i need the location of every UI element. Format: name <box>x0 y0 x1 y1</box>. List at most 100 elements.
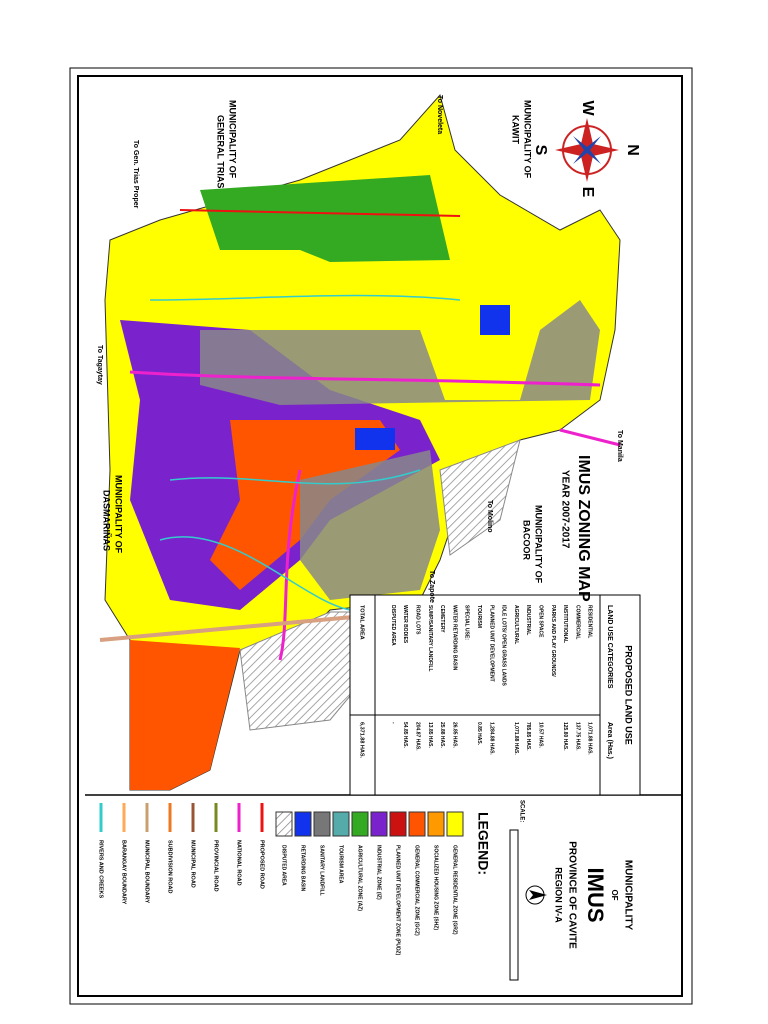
north-arrow <box>525 885 547 905</box>
pud-zone <box>130 640 240 790</box>
legend-swatch <box>275 811 293 837</box>
legend-label: MUNICIPAL BOUNDARY <box>144 840 150 903</box>
legend-label: TOURISM AREA <box>338 845 344 884</box>
legend-label: RETARDING BASIN <box>300 845 306 892</box>
national-road <box>278 469 302 661</box>
legend-label: BARANGAY BOUNDARY <box>121 840 127 905</box>
retarding-basin <box>480 305 510 335</box>
legend-label: SOCIALIZED HOUSING ZONE (SHZ) <box>433 845 439 930</box>
total-area: 6,371.88 HAS. <box>359 722 365 759</box>
river <box>149 294 461 611</box>
legend-label: AGRICULTURAL ZONE (AZ) <box>357 845 363 911</box>
municipality-label: MUNICIPALITY <box>622 860 633 931</box>
land-use-category: WATER BODIES <box>402 605 408 644</box>
land-use-category: CEMETERY <box>439 605 445 633</box>
land-use-category: IDLE LOTS/ OPEN GRASS LANDS <box>501 605 507 687</box>
built-up-area <box>300 450 440 600</box>
land-use-category: INDUSTRIAL <box>525 605 531 635</box>
land-use-area: 1,284.88 HAS. <box>488 722 494 755</box>
neighbor-label: MUNICIPALITY OF <box>534 505 544 584</box>
legend-swatch <box>370 811 388 837</box>
map-title: IMUS ZONING MAP <box>575 455 592 602</box>
compass-letter: N <box>624 144 641 156</box>
direction-label: To Tagaytay <box>96 345 103 385</box>
neighbor-label: DASMARIÑAS <box>102 490 112 551</box>
scale-bar <box>509 829 519 981</box>
legend-label: MUNICIPAL ROAD <box>190 840 196 888</box>
legend-swatch <box>313 811 331 837</box>
land-use-category: OPEN SPACE <box>537 605 543 638</box>
legend-label: GENERAL RESIDENTIAL ZONE (GRZ) <box>452 845 458 935</box>
inner-frame <box>77 75 683 997</box>
agricultural-zone <box>200 175 450 262</box>
direction-label: To Manila <box>616 430 623 462</box>
legend-swatch <box>332 811 350 837</box>
column-header: LAND USE CATEGORIES <box>606 605 613 689</box>
legend-label: DISPUTED AREA <box>281 845 287 886</box>
neighbor-label: BACOOR <box>522 520 532 560</box>
land-use-area: 26.85 HAS. <box>451 722 457 748</box>
land-use-category: COMMERCIAL <box>574 605 580 639</box>
land-use-area: 13.85 HAS. <box>427 722 433 748</box>
land-use-category: SPECIAL USE: <box>464 605 470 640</box>
national-road <box>129 370 601 387</box>
total-label: TOTAL AREA <box>359 605 365 640</box>
legend-label: PROVINCIAL ROAD <box>213 840 219 892</box>
scale-label: SCALE: <box>518 800 524 822</box>
legend-swatch <box>408 811 426 837</box>
land-use-category: DISPUTED AREA <box>390 605 396 646</box>
direction-label: To Noveleta <box>436 95 443 134</box>
land-use-area: 25.88 HAS. <box>439 722 445 748</box>
neighbor-label: MUNICIPALITY OF <box>523 100 533 179</box>
land-use-category: SUMP/SANITARY LANDFILL <box>427 605 433 672</box>
land-use-category: PARKS AND PLAY GROUNDS/ <box>550 605 556 677</box>
land-use-area: 10.57 HAS. <box>537 722 543 748</box>
land-use-area: 0.85 HAS. <box>476 722 482 746</box>
map-year: YEAR 2007-2017 <box>559 470 570 549</box>
legend-label: PLANNED UNIT DEVELOPMENT ZONE (PUDZ) <box>395 845 401 956</box>
legend-label: SANITARY LANDFILL <box>319 845 325 896</box>
neighbor-label: MUNICIPALITY OF <box>228 100 238 179</box>
national-road <box>559 428 621 447</box>
legend-label: RIVERS AND CREEKS <box>98 840 104 898</box>
land-use-area: 54.85 HAS. <box>402 722 408 748</box>
compass-rose <box>555 118 619 182</box>
land-use-area: 137.75 HAS. <box>574 722 580 751</box>
of-label: OF <box>610 889 619 900</box>
land-use-category: PLANNED UNIT DEVELOPMENT <box>488 605 494 682</box>
legend-label: GENERAL COMMERCIAL ZONE (GCZ) <box>414 845 420 936</box>
neighbor-label: GENERAL TRIAS <box>216 115 226 188</box>
direction-label: To Molino <box>486 500 493 533</box>
land-use-category: INSTITUTIONAL <box>562 605 568 643</box>
legend-swatch <box>446 811 464 837</box>
land-use-category: ROAD LOTS <box>414 605 420 635</box>
compass-letter: S <box>532 145 549 156</box>
legend-title: LEGEND: <box>475 812 491 875</box>
land-use-area: 125.80 HAS. <box>562 722 568 751</box>
direction-label: To Gen. Trias Proper <box>132 140 139 209</box>
outer-frame <box>69 67 693 1005</box>
compass-letter: E <box>579 187 596 198</box>
land-use-table <box>349 594 641 796</box>
retarding-basin <box>355 428 395 450</box>
province: PROVINCE OF CAVITE <box>566 841 577 949</box>
land-use-area: 1,071.88 HAS. <box>513 722 519 755</box>
neighbor-label: MUNICIPALITY OF <box>114 475 124 554</box>
municipality-name: IMUS <box>583 868 608 923</box>
proposed-road <box>179 209 461 217</box>
land-use-category: TOURISM <box>476 605 482 628</box>
land-use-area: 1,071.88 HAS. <box>587 722 593 755</box>
land-use-category: RESIDENTIAL <box>587 605 593 638</box>
legend-swatch <box>294 811 312 837</box>
land-use-category: AGRICULTURAL <box>513 605 519 644</box>
land-use-area: - <box>390 722 396 724</box>
region: REGION IV-A <box>554 867 564 923</box>
legend-label: SUBDIVISION ROAD <box>167 840 173 894</box>
disputed-area <box>439 439 521 556</box>
legend-label: PROPOSED ROAD <box>259 840 265 889</box>
legend-label: INDUSTRIAL ZONE (IZ) <box>376 845 382 900</box>
legend-label: NATIONAL ROAD <box>236 840 242 886</box>
neighbor-label: KAWIT <box>511 115 521 144</box>
land-use-area: 204.87 HAS. <box>414 722 420 751</box>
